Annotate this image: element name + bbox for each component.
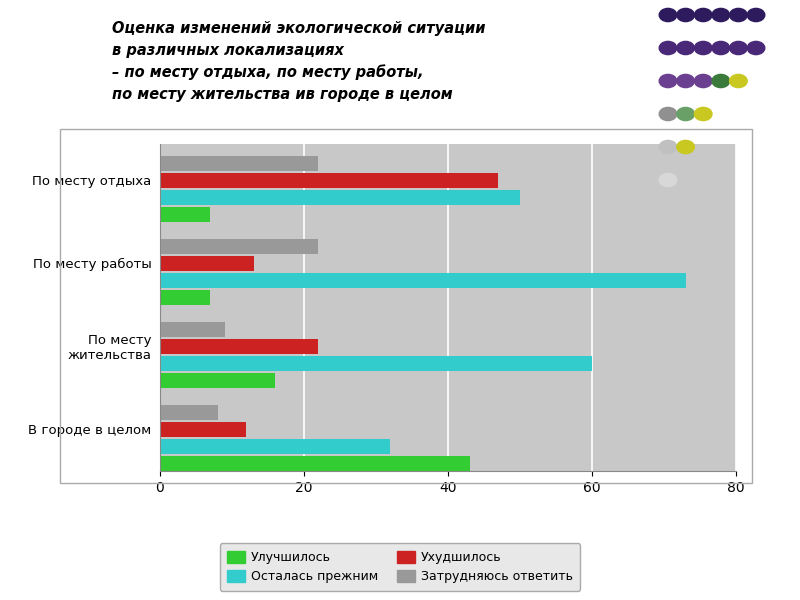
Bar xyxy=(160,273,686,288)
Bar xyxy=(160,290,210,305)
Bar xyxy=(160,256,254,271)
Bar xyxy=(160,339,318,354)
Bar xyxy=(160,439,390,454)
Bar xyxy=(160,322,225,337)
Bar xyxy=(160,173,498,188)
Bar xyxy=(160,239,318,254)
Bar xyxy=(160,356,592,371)
Bar xyxy=(160,422,246,437)
Bar xyxy=(160,190,520,205)
Bar xyxy=(160,207,210,221)
Bar xyxy=(160,157,318,171)
Bar xyxy=(160,455,470,470)
Bar xyxy=(160,406,218,420)
Legend: Улучшилось, Осталась прежним, Ухудшилось, Затрудняюсь ответить: Улучшилось, Осталась прежним, Ухудшилось… xyxy=(220,543,580,591)
Text: Оценка изменений экологической ситуации
в различных локализациях
– по месту отды: Оценка изменений экологической ситуации … xyxy=(112,21,486,102)
Bar xyxy=(160,373,275,388)
